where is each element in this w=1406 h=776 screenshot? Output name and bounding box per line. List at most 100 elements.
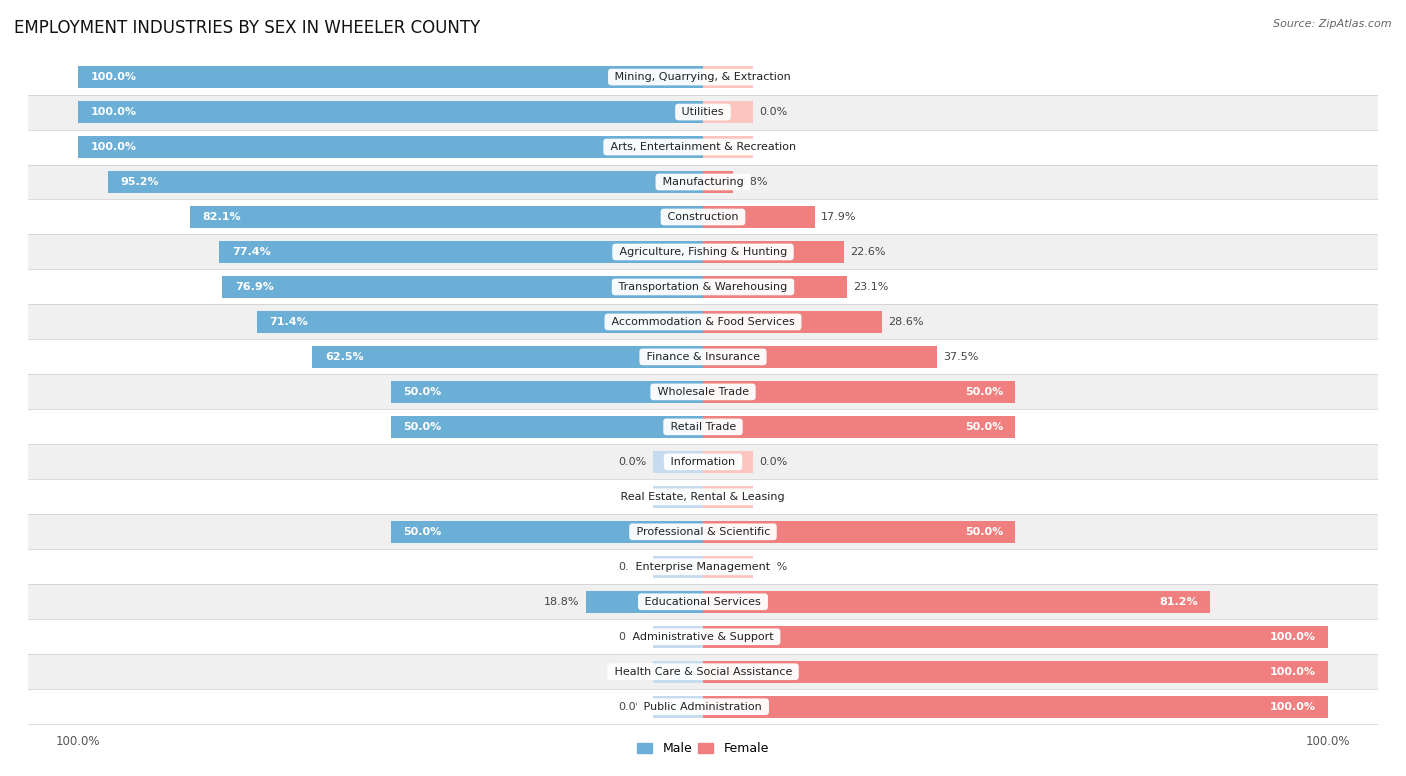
Text: Educational Services: Educational Services — [641, 597, 765, 607]
Bar — [703, 241, 844, 263]
Bar — [585, 591, 703, 612]
Text: Professional & Scientific: Professional & Scientific — [633, 527, 773, 537]
Text: 0.0%: 0.0% — [619, 632, 647, 642]
Text: Arts, Entertainment & Recreation: Arts, Entertainment & Recreation — [606, 142, 800, 152]
Bar — [15, 480, 1391, 514]
Bar — [703, 591, 1211, 612]
Text: Utilities: Utilities — [679, 107, 727, 117]
Bar — [257, 311, 703, 333]
Bar — [652, 486, 703, 508]
Text: 23.1%: 23.1% — [853, 282, 889, 292]
Bar — [15, 95, 1391, 130]
Bar — [15, 584, 1391, 619]
Text: Wholesale Trade: Wholesale Trade — [654, 387, 752, 397]
Text: Accommodation & Food Services: Accommodation & Food Services — [607, 317, 799, 327]
Bar — [703, 311, 882, 333]
Bar — [391, 416, 703, 438]
Text: 37.5%: 37.5% — [943, 352, 979, 362]
Text: 0.0%: 0.0% — [619, 492, 647, 502]
Bar — [190, 206, 703, 228]
Bar — [703, 276, 848, 298]
Text: 0.0%: 0.0% — [759, 562, 787, 572]
Text: 100.0%: 100.0% — [1270, 632, 1316, 642]
Text: 76.9%: 76.9% — [235, 282, 274, 292]
Bar — [312, 346, 703, 368]
Text: Construction: Construction — [664, 212, 742, 222]
Text: 82.1%: 82.1% — [202, 212, 240, 222]
Text: 100.0%: 100.0% — [90, 142, 136, 152]
Bar — [15, 60, 1391, 95]
Text: 4.8%: 4.8% — [740, 177, 768, 187]
Text: Agriculture, Fishing & Hunting: Agriculture, Fishing & Hunting — [616, 247, 790, 257]
Legend: Male, Female: Male, Female — [633, 737, 773, 760]
Bar — [652, 451, 703, 473]
Text: 0.0%: 0.0% — [619, 562, 647, 572]
Text: Retail Trade: Retail Trade — [666, 422, 740, 432]
Text: 0.0%: 0.0% — [759, 72, 787, 82]
Text: 50.0%: 50.0% — [404, 387, 441, 397]
Bar — [15, 689, 1391, 724]
Text: Real Estate, Rental & Leasing: Real Estate, Rental & Leasing — [617, 492, 789, 502]
Text: 62.5%: 62.5% — [325, 352, 364, 362]
Bar — [703, 486, 754, 508]
Bar — [15, 269, 1391, 304]
Bar — [79, 101, 703, 123]
Bar — [652, 556, 703, 577]
Bar — [391, 381, 703, 403]
Text: 50.0%: 50.0% — [965, 527, 1002, 537]
Bar — [703, 101, 754, 123]
Bar — [15, 130, 1391, 165]
Text: 71.4%: 71.4% — [270, 317, 308, 327]
Bar — [703, 381, 1015, 403]
Bar — [15, 339, 1391, 374]
Bar — [703, 661, 1327, 683]
Text: 100.0%: 100.0% — [1270, 667, 1316, 677]
Text: 0.0%: 0.0% — [619, 457, 647, 467]
Bar — [15, 445, 1391, 480]
Text: 81.2%: 81.2% — [1160, 597, 1198, 607]
Bar — [79, 136, 703, 158]
Bar — [15, 514, 1391, 549]
Text: EMPLOYMENT INDUSTRIES BY SEX IN WHEELER COUNTY: EMPLOYMENT INDUSTRIES BY SEX IN WHEELER … — [14, 19, 481, 37]
Bar — [15, 234, 1391, 269]
Bar — [703, 626, 1327, 648]
Text: Public Administration: Public Administration — [640, 702, 766, 712]
Text: Transportation & Warehousing: Transportation & Warehousing — [616, 282, 790, 292]
Text: 0.0%: 0.0% — [759, 457, 787, 467]
Text: 95.2%: 95.2% — [121, 177, 159, 187]
Bar — [222, 276, 703, 298]
Bar — [108, 171, 703, 193]
Bar — [703, 346, 938, 368]
Text: Manufacturing: Manufacturing — [659, 177, 747, 187]
Bar — [703, 66, 754, 88]
Bar — [15, 654, 1391, 689]
Bar — [652, 696, 703, 718]
Text: 0.0%: 0.0% — [619, 667, 647, 677]
Bar — [703, 136, 754, 158]
Text: 17.9%: 17.9% — [821, 212, 856, 222]
Text: 100.0%: 100.0% — [90, 72, 136, 82]
Bar — [391, 521, 703, 542]
Bar — [219, 241, 703, 263]
Bar — [703, 171, 733, 193]
Text: 50.0%: 50.0% — [965, 422, 1002, 432]
Text: 0.0%: 0.0% — [619, 702, 647, 712]
Bar — [15, 165, 1391, 199]
Bar — [703, 696, 1327, 718]
Text: Enterprise Management: Enterprise Management — [633, 562, 773, 572]
Bar — [703, 556, 754, 577]
Bar — [652, 661, 703, 683]
Text: 28.6%: 28.6% — [889, 317, 924, 327]
Text: 100.0%: 100.0% — [90, 107, 136, 117]
Text: Administrative & Support: Administrative & Support — [628, 632, 778, 642]
Text: 0.0%: 0.0% — [759, 107, 787, 117]
Text: 50.0%: 50.0% — [404, 527, 441, 537]
Bar — [15, 619, 1391, 654]
Bar — [703, 206, 815, 228]
Bar — [15, 549, 1391, 584]
Text: Mining, Quarrying, & Extraction: Mining, Quarrying, & Extraction — [612, 72, 794, 82]
Text: 100.0%: 100.0% — [1270, 702, 1316, 712]
Text: 0.0%: 0.0% — [759, 142, 787, 152]
Text: 22.6%: 22.6% — [851, 247, 886, 257]
Text: 50.0%: 50.0% — [404, 422, 441, 432]
